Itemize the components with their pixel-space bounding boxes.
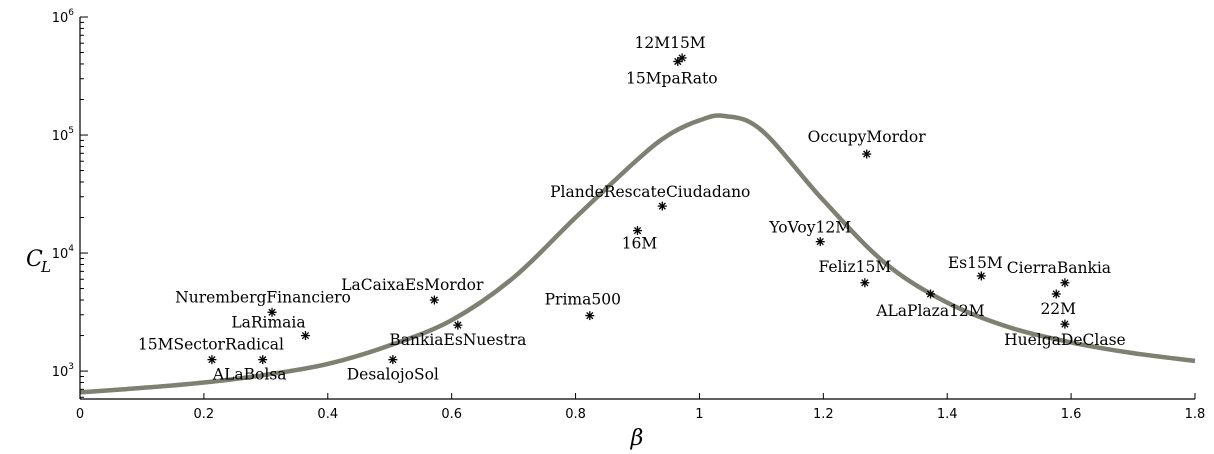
point-label: YoVoy12M [768,219,851,237]
marker-stroke [674,57,682,66]
point-label: 12M15M [634,34,705,52]
marker-stroke [977,272,985,280]
point-marker [976,271,986,281]
y-tick-label: 105 [52,126,74,144]
marker-stroke [1061,320,1069,328]
point-marker [633,226,642,236]
marker-stroke [926,290,935,298]
x-axis-title: β [630,426,644,451]
marker-stroke [430,296,438,304]
marker-stroke [658,202,666,210]
x-ticks: 0 0.2 0.4 0.6 0.8 1 1.2 1.4 1.6 1.8 [76,393,1205,422]
point-label: Prima500 [545,291,621,309]
point-marker [657,201,667,211]
point-label: 22M [1040,300,1076,318]
point-label: 15MpaRato [626,69,718,87]
y-axis-title: C L [26,247,51,276]
marker-stroke [586,312,594,320]
x-tick-label: 0.8 [565,407,586,422]
point-marker [300,331,310,341]
x-tick-label: 1.2 [813,407,834,422]
point-marker [1060,278,1070,288]
point-marker [862,149,872,159]
point-label: ALaBolsa [212,366,287,384]
point-marker [267,307,277,317]
fit-curve-layer [79,113,1196,395]
point-label: BankiaEsNuestra [389,331,526,349]
marker-stroke [1052,290,1060,298]
y-tick-label: 104 [52,244,75,262]
y-axis-title-sub: L [40,258,51,276]
point-label: PlandeRescateCiudadano [550,183,750,201]
marker-stroke [389,356,397,364]
point-label: LaRimaia [231,314,305,332]
y-tick-label: 106 [52,8,75,26]
point-marker [258,355,268,365]
marker-stroke [1061,279,1069,287]
point-marker [860,278,870,288]
point-marker [585,311,595,321]
point-marker [207,355,217,365]
point-label: OccupyMordor [808,128,927,146]
point-labels: 12M15M 15MpaRato OccupyMordor PlandeRescate… [138,34,1126,384]
point-label: ALaPlaza12M [875,302,984,320]
x-tick-label: 0 [76,407,84,422]
marker-stroke [861,279,869,287]
x-tick-label: 1.4 [937,407,958,422]
x-tick-label: 0.6 [441,407,462,422]
point-label: NurembergFinanciero [175,288,351,306]
point-marker [925,289,935,299]
point-label: HuelgaDeClase [1004,331,1126,349]
x-tick-label: 0.4 [317,407,338,422]
marker-stroke [259,356,267,364]
marker-stroke [633,226,642,235]
fit-curve [79,113,1196,395]
marker-stroke [301,331,310,340]
point-marker [453,320,463,330]
point-label: Es15M [948,254,1003,272]
point-label: 15MSectorRadical [138,336,284,354]
point-label: 16M [622,235,658,253]
point-marker [388,355,398,365]
point-marker [1051,289,1061,299]
x-tick-label: 1.8 [1185,407,1206,422]
y-axis-title-main: C [26,247,43,272]
point-marker [815,237,825,247]
point-label: DesalojoSol [347,366,439,384]
y-ticks: 103 104 105 106 [52,8,88,398]
point-label: CierraBankia [1007,259,1111,277]
y-tick-label: 103 [52,362,74,380]
marker-stroke [268,308,276,316]
point-marker [673,56,683,66]
x-tick-label: 0.2 [194,407,215,422]
data-points [207,53,1070,365]
x-tick-label: 1.6 [1061,407,1082,422]
marker-stroke [454,321,462,329]
point-label: Feliz15M [818,258,891,276]
marker-stroke [816,238,824,246]
marker-stroke [863,150,871,158]
point-marker [1060,319,1070,329]
x-tick-label: 1 [695,407,703,422]
point-marker [429,295,439,305]
marker-stroke [208,356,216,364]
point-label: LaCaixaEsMordor [341,276,484,294]
